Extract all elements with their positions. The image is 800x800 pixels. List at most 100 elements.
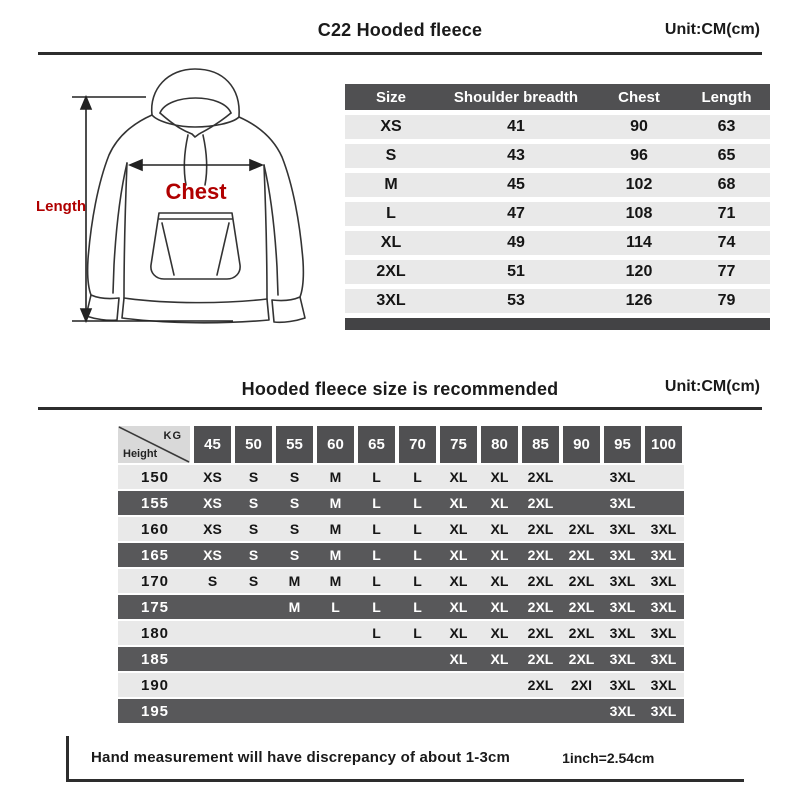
matrix-corner-cell: KG Height <box>118 426 190 463</box>
matrix-body: 150 XS S S M L L XL XL 2XL 3XL 155 XS S S M L L XL XL 2XL 3XL… <box>118 465 684 723</box>
matrix-cell: 2XL <box>527 677 554 693</box>
matrix-row: 155 XS S S M L L XL XL 2XL 3XL <box>118 491 684 515</box>
matrix-cell: 3XL <box>609 521 636 537</box>
matrix-cell: S <box>248 547 259 563</box>
matrix-cell: L <box>372 625 381 641</box>
matrix-cell: 3XL <box>609 495 636 511</box>
size-table-column-header: Length <box>701 88 752 106</box>
matrix-cell: 3XL <box>609 547 636 563</box>
size-table-row: S 43 96 65 <box>345 144 770 168</box>
length-label: Length <box>36 198 86 215</box>
matrix-header-row: KG Height 45 50 55 60 65 70 75 80 85 90 95 100 <box>118 426 684 463</box>
size-table-cell: 96 <box>630 147 648 164</box>
footer-note: Hand measurement will have discrepancy o… <box>91 749 511 766</box>
matrix-cell: 3XL <box>609 469 636 485</box>
size-table-cell: 68 <box>717 176 736 193</box>
matrix-weight-header: 45 <box>192 426 233 463</box>
matrix-cell: 2XL <box>568 599 595 615</box>
matrix-cell: S <box>289 469 300 485</box>
size-table-cell: L <box>386 205 396 222</box>
size-table-cell: 43 <box>507 147 525 164</box>
length-dimension-arrow <box>72 94 233 324</box>
size-table-cell: 47 <box>507 205 525 222</box>
matrix-cell: 3XL <box>609 651 636 667</box>
matrix-cell: M <box>329 495 342 511</box>
matrix-cell: 2XL <box>568 651 595 667</box>
size-table-cell: 63 <box>717 118 736 135</box>
matrix-cell: M <box>288 573 301 589</box>
matrix-cell: 3XL <box>650 651 677 667</box>
size-table-row: XS 41 90 63 <box>345 115 770 139</box>
size-table-cell: 2XL <box>376 263 406 280</box>
matrix-height-label: 190 <box>140 676 170 694</box>
matrix-cell: L <box>413 573 422 589</box>
matrix-weight-label: 80 <box>481 426 518 463</box>
matrix-weight-header: 50 <box>233 426 274 463</box>
matrix-row: 195 3XL 3XL <box>118 699 684 723</box>
matrix-weight-header: 55 <box>274 426 315 463</box>
matrix-cell: L <box>372 469 381 485</box>
matrix-cell: 2XL <box>527 521 554 537</box>
matrix-cell: 2XL <box>527 625 554 641</box>
matrix-weight-label: 45 <box>194 426 231 463</box>
hoodie-outline <box>85 68 306 324</box>
size-table-body: XS 41 90 63 S 43 96 65 M 45 102 68 L 47 108 71 XL 49 114 74… <box>345 115 770 313</box>
matrix-cell: S <box>248 573 259 589</box>
matrix-weight-header: 65 <box>356 426 397 463</box>
matrix-cell: M <box>329 469 342 485</box>
matrix-cell: L <box>331 599 340 615</box>
recommend-header: Hooded fleece size is recommended Unit:C… <box>0 373 800 407</box>
matrix-height-label: 160 <box>140 520 170 538</box>
matrix-cell: 3XL <box>650 625 677 641</box>
matrix-cell: L <box>372 573 381 589</box>
size-table-row: XL 49 114 74 <box>345 231 770 255</box>
size-table-header-row: Size Shoulder breadth Chest Length <box>345 84 770 110</box>
matrix-weight-header: 60 <box>315 426 356 463</box>
matrix-cell: XL <box>490 495 509 511</box>
size-table-cell: M <box>384 176 398 193</box>
footer-conversion: 1inch=2.54cm <box>562 749 655 766</box>
matrix-cell: 2XL <box>568 547 595 563</box>
matrix-cell: XL <box>449 625 468 641</box>
size-table-cell: 126 <box>625 292 653 309</box>
size-matrix: KG Height 45 50 55 60 65 70 75 80 85 90 95 100 150 X… <box>118 426 684 723</box>
size-table-column-header: Size <box>375 88 406 106</box>
matrix-weight-label: 65 <box>358 426 395 463</box>
matrix-cell: XL <box>490 651 509 667</box>
size-table-cell: 102 <box>625 176 653 193</box>
size-table-cell: XS <box>380 118 402 135</box>
matrix-cell: L <box>413 625 422 641</box>
size-table-row: 3XL 53 126 79 <box>345 289 770 313</box>
matrix-cell: 2XL <box>568 521 595 537</box>
matrix-weight-label: 100 <box>645 426 682 463</box>
matrix-cell: 2XL <box>527 495 554 511</box>
matrix-cell: XS <box>203 521 222 537</box>
matrix-cell: M <box>329 547 342 563</box>
size-table-cell: 114 <box>626 234 652 251</box>
size-table-cell: 41 <box>507 118 525 135</box>
size-table-cell: 51 <box>507 263 525 280</box>
footnote-box: Hand measurement will have discrepancy o… <box>66 736 744 782</box>
size-table-cell: 120 <box>625 263 653 280</box>
matrix-height-label: 155 <box>140 494 170 512</box>
matrix-cell: XL <box>449 521 468 537</box>
matrix-cell: XS <box>203 547 222 563</box>
size-table-cell: 108 <box>625 205 653 222</box>
matrix-cell: 3XL <box>609 703 636 719</box>
matrix-height-label: 180 <box>140 624 170 642</box>
matrix-cell: S <box>248 521 259 537</box>
matrix-row: 150 XS S S M L L XL XL 2XL 3XL <box>118 465 684 489</box>
size-table-cell: 53 <box>507 292 525 309</box>
matrix-cell: XL <box>449 469 468 485</box>
matrix-cell: XL <box>449 573 468 589</box>
matrix-row: 165 XS S S M L L XL XL 2XL 2XL 3XL 3XL <box>118 543 684 567</box>
matrix-cell: S <box>248 469 259 485</box>
matrix-cell: XL <box>490 469 509 485</box>
matrix-cell: L <box>413 469 422 485</box>
matrix-cell: 2XI <box>570 677 592 693</box>
matrix-height-label: 175 <box>140 598 170 616</box>
matrix-weight-header: 75 <box>438 426 479 463</box>
matrix-cell: 3XL <box>650 599 677 615</box>
size-table-cell: 77 <box>717 263 736 280</box>
matrix-cell: 3XL <box>609 599 636 615</box>
